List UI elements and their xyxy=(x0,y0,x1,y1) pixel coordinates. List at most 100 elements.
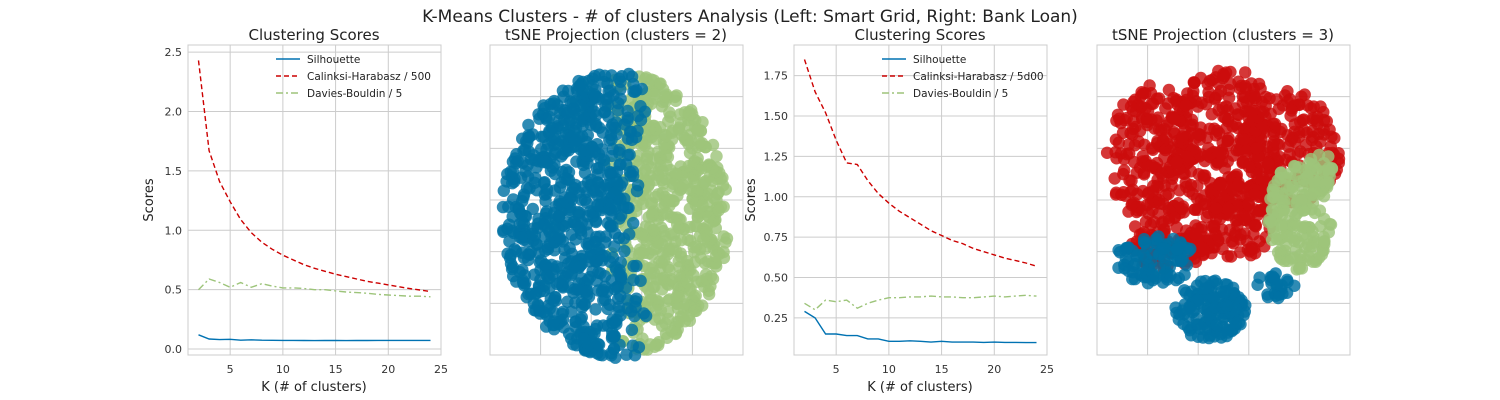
cluster-1-point xyxy=(497,184,510,197)
chart-title: tSNE Projection (clusters = 3) xyxy=(1112,26,1334,44)
cluster-1-point xyxy=(568,135,582,148)
cluster-1-point xyxy=(567,338,580,351)
cluster-1-point xyxy=(522,253,535,267)
cluster-green-point xyxy=(1308,175,1321,188)
cluster-1-point xyxy=(598,69,612,83)
y-tick-label: 1.75 xyxy=(764,70,789,83)
y-axis-label: Scores xyxy=(142,178,157,221)
cluster-green-point xyxy=(1322,166,1336,179)
cluster-2-point xyxy=(683,108,696,121)
cluster-1-point xyxy=(548,184,562,197)
cluster-2-point xyxy=(717,230,730,243)
cluster-green-point xyxy=(1302,157,1316,170)
cluster-green-point xyxy=(1323,217,1337,231)
cluster-green-point xyxy=(1264,215,1278,228)
cluster-red-point xyxy=(1141,115,1154,129)
cluster-blue-point xyxy=(1164,269,1177,282)
cluster-1-point xyxy=(502,200,515,213)
cluster-blue-point xyxy=(1217,286,1231,299)
legend-label: Silhouette xyxy=(913,54,966,66)
cluster-1-point xyxy=(578,144,592,157)
cluster-red-point xyxy=(1229,214,1243,227)
cluster-1-point xyxy=(568,182,581,195)
x-axis-label: K (# of clusters) xyxy=(261,380,366,395)
cluster-red-point xyxy=(1250,142,1263,155)
cluster-blue-point xyxy=(1113,246,1127,259)
cluster-2-point xyxy=(637,247,650,260)
cluster-2-point xyxy=(675,182,688,195)
cluster-red-point xyxy=(1314,100,1327,113)
cluster-1-point xyxy=(522,118,535,132)
cluster-blue-point xyxy=(1157,242,1170,255)
cluster-2-point xyxy=(660,159,673,172)
cluster-1-point xyxy=(522,129,535,142)
cluster-red-point xyxy=(1239,66,1252,79)
cluster-1-point xyxy=(601,302,614,316)
cluster-1-point xyxy=(504,165,517,178)
cluster-red-point xyxy=(1141,104,1155,118)
cluster-red-point xyxy=(1198,169,1212,182)
cluster-2-point xyxy=(655,273,668,286)
x-tick-label: 20 xyxy=(381,363,395,376)
cluster-green-point xyxy=(1288,160,1302,173)
cluster-red-point xyxy=(1284,134,1298,147)
cluster-blue-point xyxy=(1170,242,1184,256)
cluster-blue-point xyxy=(1251,278,1264,291)
cluster-1-point xyxy=(573,80,586,93)
cluster-1-point xyxy=(625,323,639,337)
cluster-1-point xyxy=(622,201,635,215)
x-tick-label: 15 xyxy=(935,363,949,376)
cluster-green-point xyxy=(1279,171,1293,184)
cluster-2-point xyxy=(681,259,694,272)
cluster-red-point xyxy=(1125,198,1138,212)
cluster-1-point xyxy=(621,293,634,306)
legend-label: Davies-Bouldin / 5 xyxy=(307,88,402,100)
cluster-1-point xyxy=(583,250,596,264)
cluster-1-point xyxy=(548,291,562,304)
cluster-1-point xyxy=(588,90,602,103)
series-line xyxy=(804,294,1037,311)
cluster-1-point xyxy=(588,145,602,158)
cluster-red-point xyxy=(1176,130,1189,143)
cluster-1-point xyxy=(591,337,605,351)
cluster-1-point xyxy=(629,131,643,144)
cluster-1-point xyxy=(619,281,633,294)
cluster-red-point xyxy=(1275,122,1288,136)
cluster-red-point xyxy=(1170,156,1183,169)
cluster-red-point xyxy=(1237,133,1250,146)
cluster-red-point xyxy=(1112,136,1126,149)
cluster-2-point xyxy=(675,250,688,264)
cluster-red-point xyxy=(1179,99,1193,112)
cluster-blue-point xyxy=(1139,252,1153,265)
cluster-2-point xyxy=(648,88,661,101)
cluster-1-point xyxy=(562,144,575,157)
cluster-red-point xyxy=(1202,141,1215,155)
cluster-red-point xyxy=(1253,235,1266,248)
cluster-1-point xyxy=(543,110,556,124)
cluster-2-point xyxy=(636,197,649,211)
cluster-1-point xyxy=(557,103,570,117)
cluster-1-point xyxy=(568,259,582,272)
cluster-1-point xyxy=(526,202,539,216)
cluster-red-point xyxy=(1248,187,1262,201)
cluster-red-point xyxy=(1312,127,1325,141)
x-tick-label: 25 xyxy=(1040,363,1054,376)
cluster-red-point xyxy=(1240,144,1253,158)
legend-label: Davies-Bouldin / 5 xyxy=(913,88,1008,100)
cluster-1-point xyxy=(596,349,609,362)
cluster-2-point xyxy=(709,256,722,270)
scatter-points xyxy=(1100,64,1346,345)
cluster-red-point xyxy=(1225,250,1238,263)
cluster-red-point xyxy=(1194,71,1208,85)
cluster-1-point xyxy=(572,208,586,222)
cluster-1-point xyxy=(615,70,628,83)
cluster-red-point xyxy=(1120,148,1134,161)
cluster-1-point xyxy=(541,299,555,312)
cluster-1-point xyxy=(561,172,574,186)
cluster-green-point xyxy=(1266,204,1279,218)
cluster-2-point xyxy=(691,123,704,136)
cluster-1-point xyxy=(630,259,643,273)
cluster-1-point xyxy=(602,91,615,105)
x-tick-label: 10 xyxy=(276,363,290,376)
